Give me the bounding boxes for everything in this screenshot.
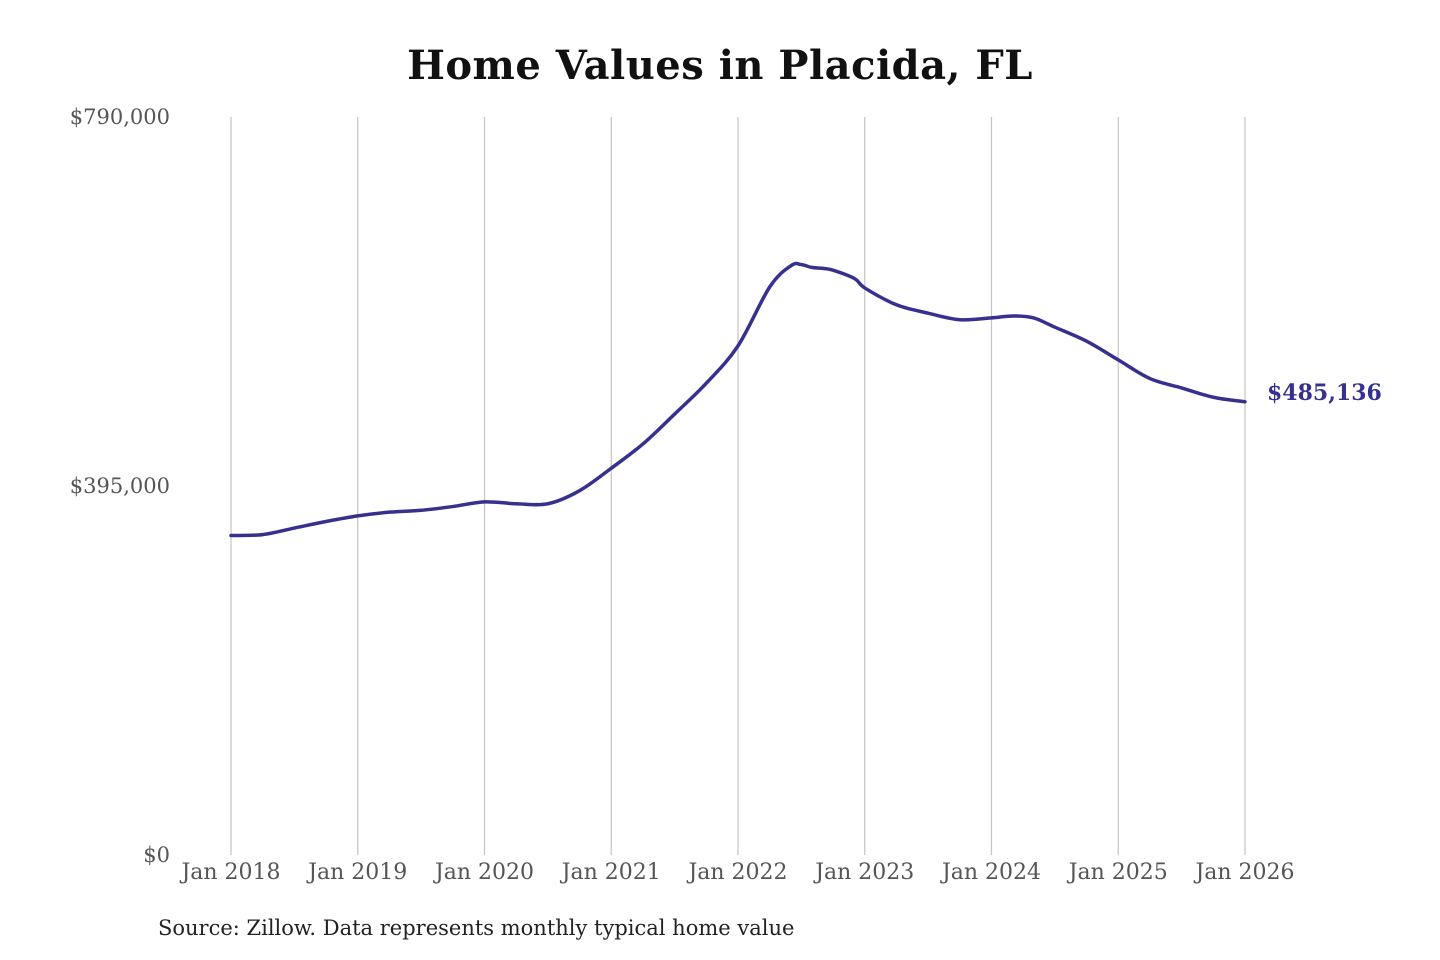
y-axis: $0 $395,000 $790,000 [70, 105, 170, 867]
x-tick-label: Jan 2022 [686, 860, 787, 885]
source-note: Source: Zillow. Data represents monthly … [158, 916, 795, 940]
y-tick-label: $0 [143, 843, 170, 867]
gridlines [230, 117, 1246, 855]
y-tick-label: $790,000 [70, 105, 170, 129]
series-layer: $485,136 [229, 261, 1382, 538]
chart-title: Home Values in Placida, FL [407, 42, 1033, 89]
x-axis: Jan 2018 Jan 2019 Jan 2020 Jan 2021 Jan 2022… [179, 860, 1294, 885]
x-tick-label: Jan 2018 [179, 860, 280, 885]
x-tick-label: Jan 2021 [560, 860, 661, 885]
x-tick-label: Jan 2025 [1067, 860, 1168, 885]
x-tick-label: Jan 2024 [940, 860, 1041, 885]
end-value-label: $485,136 [1267, 380, 1382, 406]
x-tick-label: Jan 2026 [1193, 860, 1294, 885]
series-line [229, 261, 1247, 538]
y-tick-label: $395,000 [70, 474, 170, 498]
x-tick-label: Jan 2020 [433, 860, 534, 885]
x-tick-label: Jan 2023 [813, 860, 914, 885]
x-tick-label: Jan 2019 [306, 860, 407, 885]
